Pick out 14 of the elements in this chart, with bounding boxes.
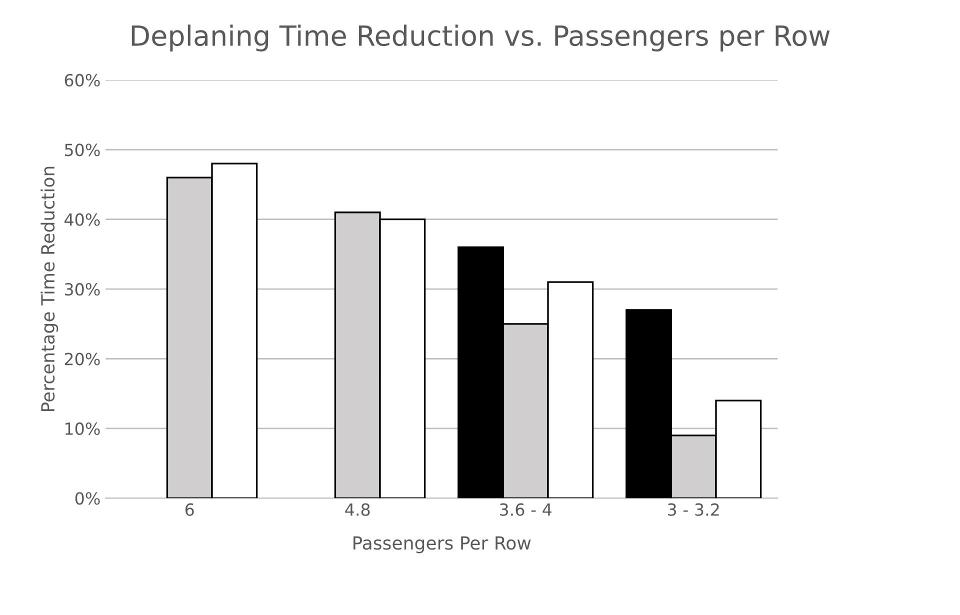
x-tick-label: 4.8 xyxy=(345,503,370,516)
y-axis-title: Percentage Time Reduction xyxy=(40,166,58,412)
y-tick-label: 60% xyxy=(64,74,100,87)
y-tick-label: 30% xyxy=(64,283,100,296)
y-tick-label: 50% xyxy=(64,144,100,156)
y-tick-label: 0% xyxy=(75,492,100,505)
x-tick-label: 3.6 - 4 xyxy=(500,503,552,516)
chart-title: Deplaning Time Reduction vs. Passengers per Row xyxy=(132,24,830,52)
x-tick-label: 3 - 3.2 xyxy=(668,503,719,516)
x-axis-title: Passengers Per Row xyxy=(354,536,531,554)
y-tick-label: 10% xyxy=(66,422,100,436)
y-tick-label: 40% xyxy=(64,213,100,226)
y-tick-label: 20% xyxy=(64,352,100,366)
x-tick-label: 6 xyxy=(185,503,194,516)
